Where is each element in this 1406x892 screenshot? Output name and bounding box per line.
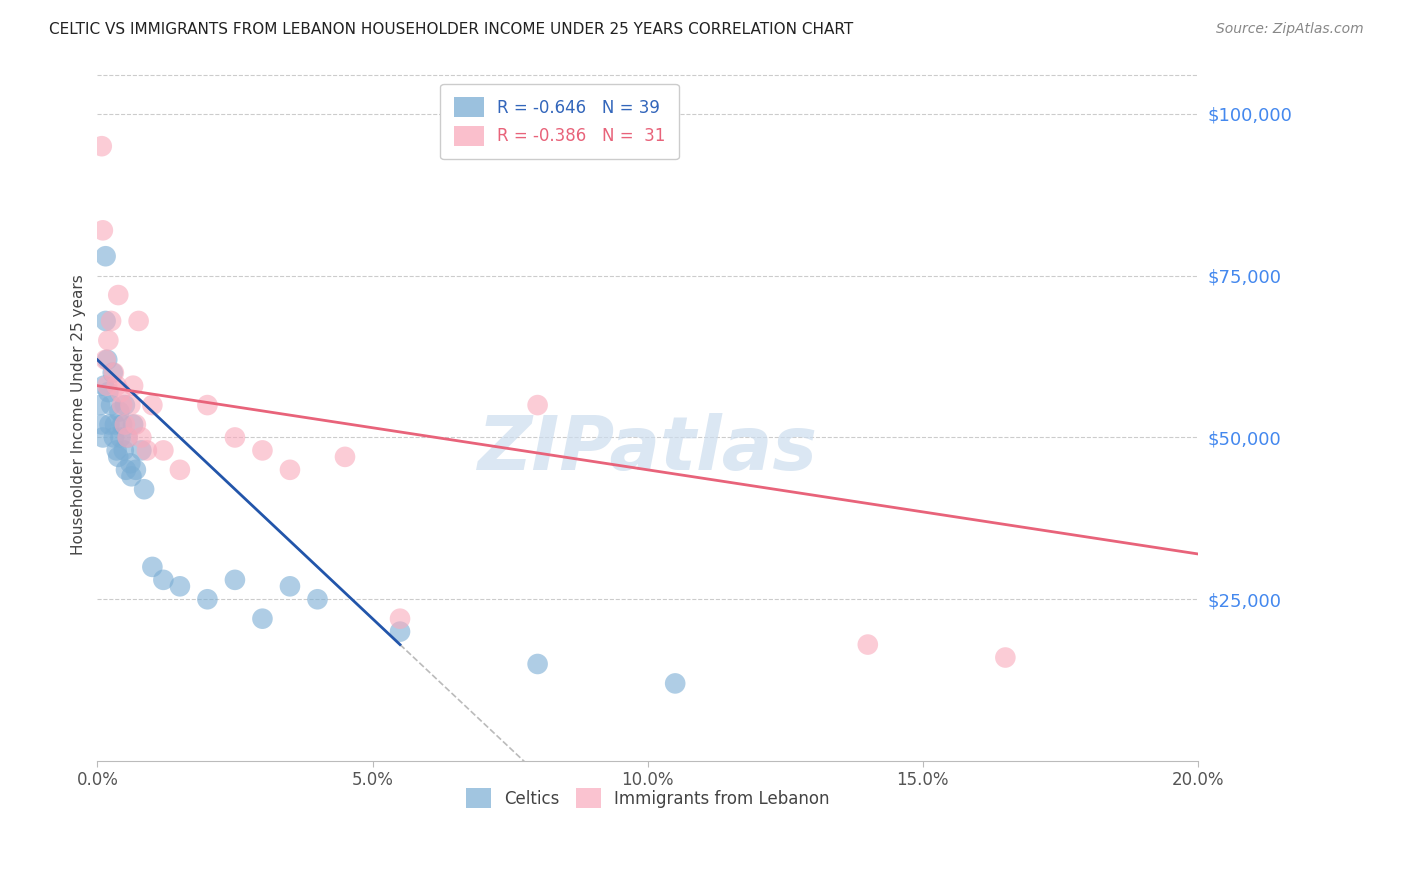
Point	[110, 385, 132, 400]
Point	[152, 573, 174, 587]
Point	[169, 463, 191, 477]
Point	[278, 579, 301, 593]
Legend: Celtics, Immigrants from Lebanon: Celtics, Immigrants from Lebanon	[458, 781, 837, 815]
Point	[526, 657, 548, 671]
Point	[100, 314, 122, 328]
Point	[105, 443, 128, 458]
Point	[122, 378, 145, 392]
Point	[89, 398, 111, 412]
Point	[125, 463, 148, 477]
Point	[152, 443, 174, 458]
Point	[128, 314, 150, 328]
Point	[278, 463, 301, 477]
Point	[122, 417, 145, 432]
Point	[90, 139, 112, 153]
Point	[333, 450, 356, 464]
Point	[94, 352, 117, 367]
Point	[252, 612, 274, 626]
Point	[96, 378, 118, 392]
Point	[307, 592, 329, 607]
Text: ZIPatlas: ZIPatlas	[478, 413, 818, 486]
Point	[107, 450, 129, 464]
Point	[131, 443, 153, 458]
Point	[197, 592, 219, 607]
Point	[224, 573, 246, 587]
Point	[112, 443, 135, 458]
Point	[90, 417, 112, 432]
Point	[224, 430, 246, 444]
Point	[135, 443, 157, 458]
Point	[141, 560, 163, 574]
Point	[117, 430, 139, 444]
Point	[105, 378, 128, 392]
Point	[108, 404, 131, 418]
Text: CELTIC VS IMMIGRANTS FROM LEBANON HOUSEHOLDER INCOME UNDER 25 YEARS CORRELATION : CELTIC VS IMMIGRANTS FROM LEBANON HOUSEH…	[49, 22, 853, 37]
Point	[93, 378, 115, 392]
Point	[100, 398, 122, 412]
Point	[141, 398, 163, 412]
Point	[114, 417, 136, 432]
Point	[134, 482, 156, 496]
Point	[389, 612, 412, 626]
Point	[389, 624, 412, 639]
Point	[107, 288, 129, 302]
Point	[125, 417, 148, 432]
Point	[111, 398, 134, 412]
Y-axis label: Householder Income Under 25 years: Householder Income Under 25 years	[72, 275, 86, 555]
Point	[103, 430, 125, 444]
Point	[91, 223, 114, 237]
Point	[115, 463, 138, 477]
Point	[664, 676, 686, 690]
Point	[114, 398, 136, 412]
Point	[94, 314, 117, 328]
Point	[96, 352, 118, 367]
Point	[117, 430, 139, 444]
Point	[103, 366, 125, 380]
Point	[120, 456, 142, 470]
Point	[252, 443, 274, 458]
Point	[98, 417, 121, 432]
Point	[97, 334, 120, 348]
Point	[994, 650, 1017, 665]
Point	[94, 249, 117, 263]
Point	[111, 417, 134, 432]
Point	[197, 398, 219, 412]
Point	[856, 638, 879, 652]
Point	[526, 398, 548, 412]
Point	[104, 417, 127, 432]
Text: Source: ZipAtlas.com: Source: ZipAtlas.com	[1216, 22, 1364, 37]
Point	[97, 385, 120, 400]
Point	[101, 366, 124, 380]
Point	[120, 398, 142, 412]
Point	[131, 430, 153, 444]
Point	[110, 430, 132, 444]
Point	[169, 579, 191, 593]
Point	[121, 469, 143, 483]
Point	[91, 430, 114, 444]
